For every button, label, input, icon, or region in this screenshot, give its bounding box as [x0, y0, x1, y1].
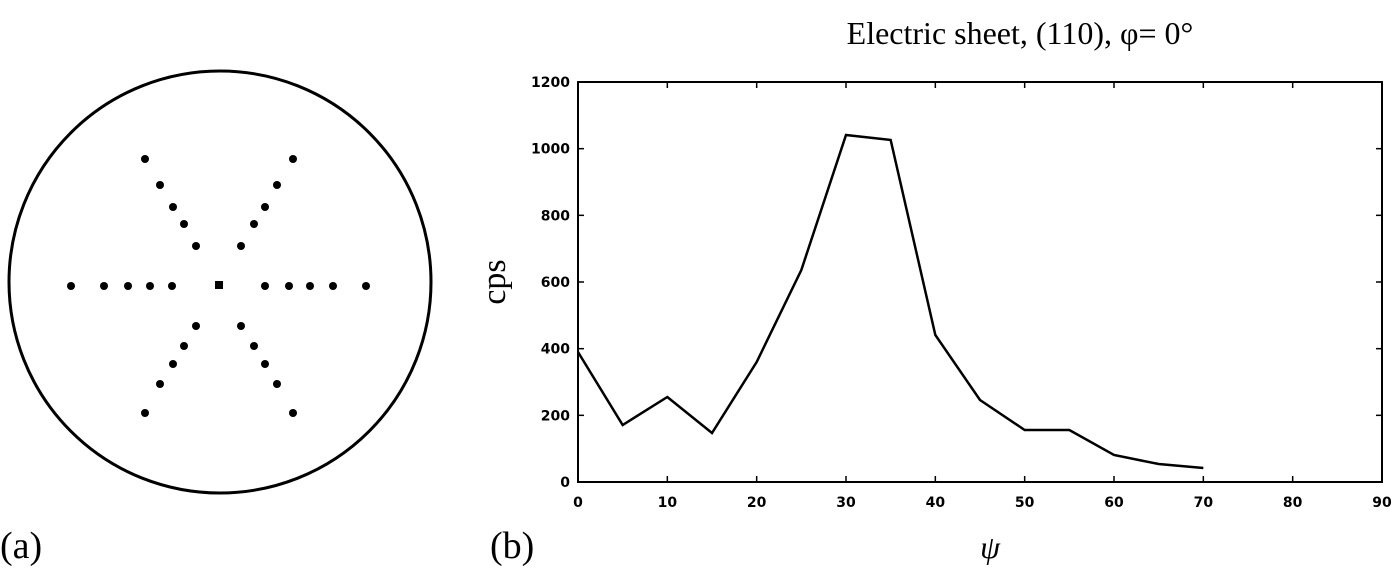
chart-title: Electric sheet, (110), φ= 0°	[847, 15, 1194, 51]
pole-dot	[306, 282, 314, 290]
x-tick-label: 30	[836, 495, 856, 511]
pole-dot	[169, 203, 177, 211]
pole-dot	[180, 220, 188, 228]
pole-dot	[237, 322, 245, 330]
panel-label: (b)	[490, 525, 534, 567]
pole-dot	[289, 409, 297, 417]
x-tick-label: 90	[1372, 495, 1392, 511]
x-tick-label: 50	[1015, 495, 1035, 511]
y-tick-label: 600	[541, 275, 570, 291]
panel-label: (a)	[0, 525, 42, 567]
pole-dot	[168, 282, 176, 290]
pole-dot	[141, 155, 149, 163]
x-tick-label: 0	[573, 495, 583, 511]
pole-dot	[250, 342, 258, 350]
x-tick-label: 70	[1194, 495, 1214, 511]
pole-dot	[261, 360, 269, 368]
y-tick-label: 800	[541, 208, 570, 224]
pole-dot	[237, 242, 245, 250]
pole-dot	[289, 155, 297, 163]
y-tick-label: 0	[560, 475, 570, 491]
pole-dot	[141, 409, 149, 417]
pole-dot	[329, 282, 337, 290]
pole-dot	[156, 380, 164, 388]
pole-dot	[156, 181, 164, 189]
pole-dot	[362, 282, 370, 290]
pole-dot	[180, 342, 188, 350]
y-tick-label: 1000	[531, 142, 570, 158]
y-tick-label: 1200	[531, 75, 570, 91]
pole-dot	[285, 282, 293, 290]
pole-dot	[273, 181, 281, 189]
y-tick-label: 400	[541, 342, 570, 358]
pole-dot	[192, 322, 200, 330]
x-tick-label: 60	[1104, 495, 1124, 511]
x-tick-label: 40	[926, 495, 946, 511]
pole-dot	[261, 203, 269, 211]
x-tick-label: 20	[747, 495, 767, 511]
pole-dot	[67, 282, 75, 290]
y-tick-label: 200	[541, 408, 570, 424]
y-axis-label: cps	[476, 259, 513, 304]
pole-dot	[192, 242, 200, 250]
center-pole	[215, 281, 223, 289]
x-tick-label: 80	[1283, 495, 1303, 511]
pole-dot	[169, 360, 177, 368]
plot: 0 200 400 600 800 1000 1200 0 10 20 30 40 50 60 70 80 90	[531, 75, 1392, 511]
pole-circle	[7, 69, 433, 495]
pole-dot	[273, 380, 281, 388]
pole-dot	[124, 282, 132, 290]
pole-dot	[261, 282, 269, 290]
x-axis-label: ψ	[980, 529, 1001, 565]
x-tick-label: 10	[658, 495, 678, 511]
pole-dot	[100, 282, 108, 290]
pole-dot	[250, 220, 258, 228]
data-line	[576, 133, 1204, 470]
pole-dot	[146, 282, 154, 290]
pole-figure	[7, 69, 433, 495]
